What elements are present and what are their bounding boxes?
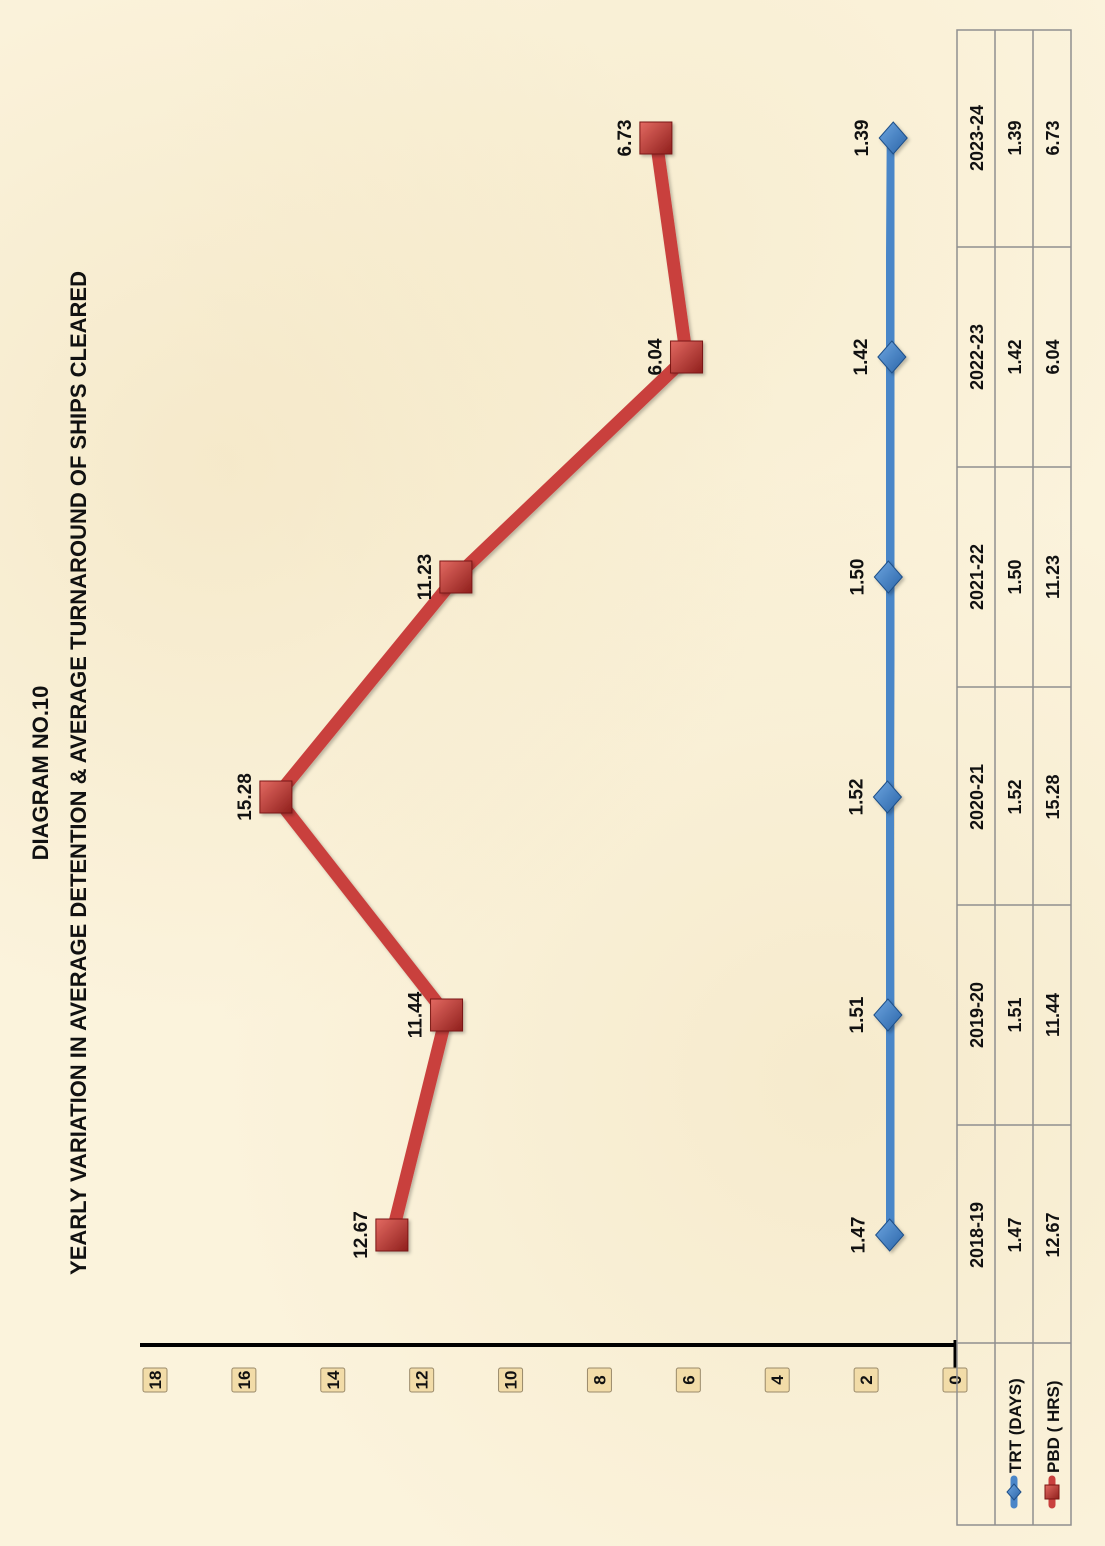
pbd-table-value-3: 11.23 [1043, 555, 1063, 599]
pbd-data-label-1: 11.44 [406, 991, 427, 1038]
trt-marker-0 [875, 1218, 905, 1252]
y-tick-label-0: 0 [942, 1367, 968, 1393]
y-tick-box [142, 1367, 168, 1393]
y-tick-text: 4 [768, 1375, 787, 1385]
y-tick-text: 8 [590, 1375, 609, 1384]
pbd-data-label-0: 12.67 [351, 1211, 372, 1259]
trt-marker-3 [873, 560, 903, 594]
y-tick-label-8: 8 [586, 1367, 612, 1393]
y-tick-box [320, 1367, 346, 1393]
y-tick-text: 0 [946, 1375, 965, 1384]
y-tick-text: 14 [324, 1370, 343, 1389]
pbd-marker-3 [439, 560, 473, 594]
table-category-1: 2019-20 [967, 982, 987, 1048]
trt-data-label-0: 1.47 [849, 1217, 870, 1254]
data-labels: 1.47 1.51 1.52 1.50 1.42 1.39 12.67 11.44 15.28 1… [235, 120, 873, 1259]
y-tick-box [409, 1367, 435, 1393]
y-tick-label-16: 16 [231, 1367, 257, 1393]
y-tick-text: 18 [146, 1371, 165, 1390]
series-line-1 [269, 131, 694, 1242]
y-tick-label-6: 6 [675, 1367, 701, 1393]
y-tick-text: 10 [502, 1371, 521, 1390]
trt-marker-2 [872, 780, 903, 814]
y-tick-box [764, 1367, 790, 1393]
pbd-table-value-5: 6.73 [1043, 120, 1063, 155]
pbd-marker-4 [670, 340, 704, 374]
y-tick-label-4: 4 [764, 1367, 790, 1393]
trt-table-value-5: 1.39 [1005, 120, 1025, 155]
y-tick-label-2: 2 [853, 1367, 879, 1393]
y-tick-box [586, 1367, 612, 1393]
pbd-marker-2 [259, 780, 293, 814]
series-line-0 [880, 131, 900, 1242]
y-tick-box [231, 1367, 257, 1393]
y-tick-text: 12 [413, 1371, 432, 1390]
pbd-table-value-0: 12.67 [1043, 1212, 1063, 1257]
trt-marker-4 [877, 340, 907, 374]
pbd-marker-5 [639, 121, 673, 155]
y-tick-box [853, 1367, 879, 1393]
y-tick-box [498, 1367, 524, 1393]
trt-table-value-3: 1.50 [1005, 559, 1025, 594]
pbd-table-value-1: 11.44 [1043, 993, 1063, 1037]
table-category-5: 2023-24 [967, 105, 987, 171]
trt-data-label-2: 1.52 [846, 779, 867, 816]
pbd-data-label-5: 6.73 [615, 120, 636, 157]
y-tick-label-14: 14 [320, 1367, 346, 1393]
pbd-table-value-2: 15.28 [1043, 774, 1063, 819]
y-tick-label-12: 12 [409, 1367, 435, 1393]
chart-subtitle: YEARLY VARIATION IN AVERAGE DETENTION & … [66, 271, 91, 1275]
series-markers [259, 121, 908, 1252]
table-category-0: 2018-19 [967, 1202, 987, 1268]
trt-data-label-5: 1.39 [852, 120, 873, 157]
trt-table-value-4: 1.42 [1005, 339, 1025, 374]
pbd-data-label-4: 6.04 [646, 338, 667, 375]
table-category-3: 2021-22 [967, 544, 987, 610]
pbd-data-label-3: 11.23 [415, 554, 436, 601]
trt-data-label-4: 1.42 [851, 339, 872, 376]
trt-marker-5 [878, 121, 908, 155]
trt-table-value-0: 1.47 [1005, 1217, 1025, 1252]
y-tick-box [942, 1367, 968, 1393]
table-border [956, 29, 1072, 1526]
series-lines [269, 131, 900, 1242]
trt-legend-label: TRT (DAYS) [1006, 1378, 1025, 1473]
table-category-4: 2022-23 [967, 324, 987, 390]
trt-data-label-1: 1.51 [847, 996, 868, 1033]
pbd-marker-1 [430, 998, 464, 1032]
trt-data-label-3: 1.50 [847, 559, 868, 596]
pbd-legend-label: PBD ( HRS) [1044, 1380, 1063, 1473]
pbd-marker-0 [375, 1218, 409, 1252]
pbd-table-value-4: 6.04 [1043, 339, 1063, 374]
y-tick-text: 2 [857, 1375, 876, 1384]
y-tick-label-10: 10 [498, 1367, 524, 1393]
y-tick-text: 6 [679, 1375, 698, 1384]
y-tick-labels: 0 2 4 6 8 10 12 14 16 18 [142, 1367, 968, 1393]
trt-table-value-1: 1.51 [1005, 997, 1025, 1032]
y-tick-label-18: 18 [142, 1367, 168, 1393]
trt-marker-1 [873, 998, 903, 1032]
table-category-2: 2020-21 [967, 764, 987, 830]
y-tick-box [675, 1367, 701, 1393]
trt-legend-marker [1006, 1483, 1022, 1501]
chart-title: DIAGRAM NO.10 [28, 686, 53, 861]
y-tick-text: 16 [235, 1371, 254, 1390]
trt-table-value-2: 1.52 [1005, 779, 1025, 814]
data-table: 2018-19 2019-20 2020-21 2021-22 2022-23 2023-… [956, 29, 1072, 1526]
pbd-data-label-2: 15.28 [235, 773, 256, 821]
pbd-legend-marker [1044, 1484, 1060, 1500]
